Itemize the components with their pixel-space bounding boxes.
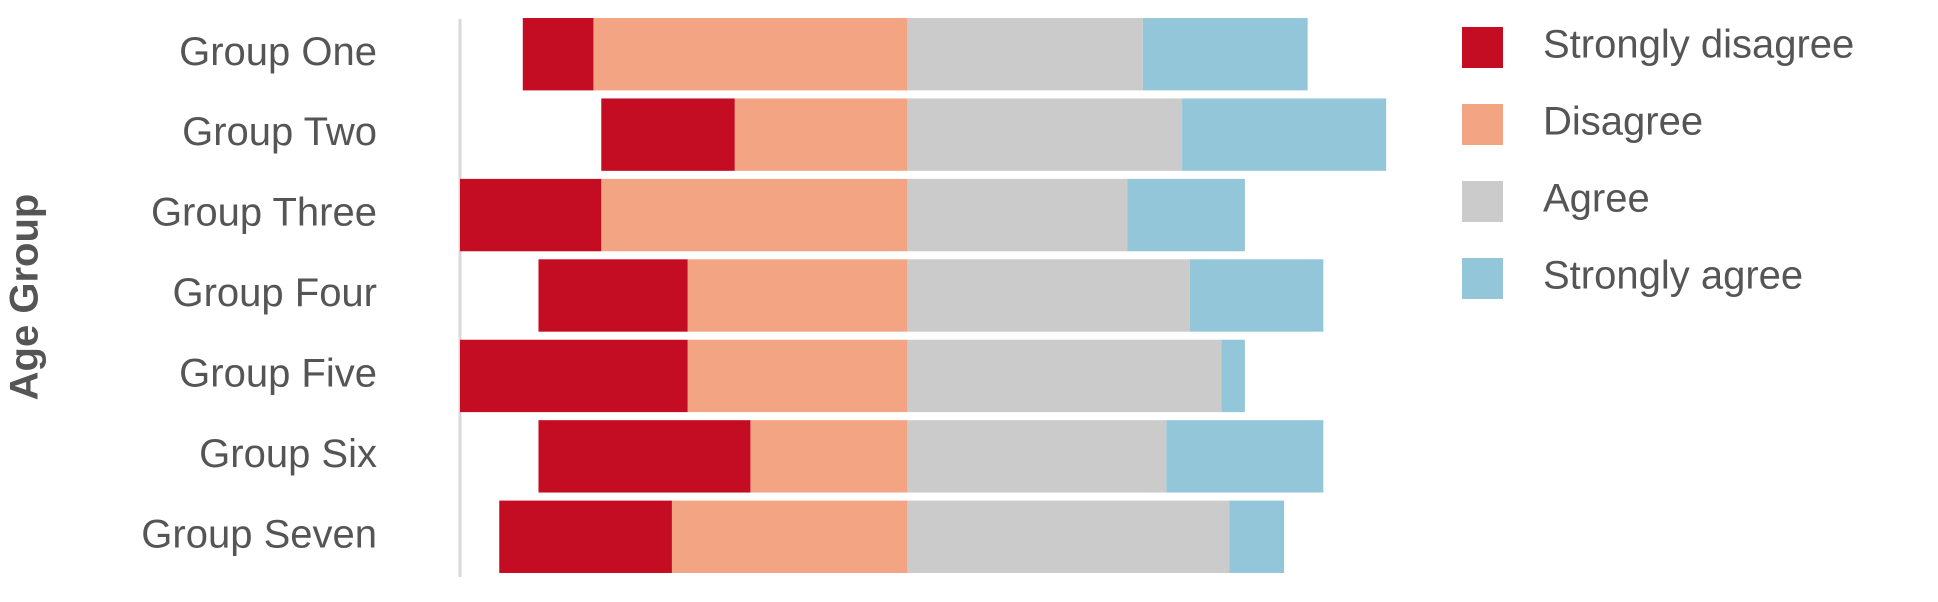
bar-segment <box>1229 500 1285 573</box>
legend-label: Strongly disagree <box>1543 23 1854 67</box>
legend-swatch <box>1462 181 1503 222</box>
bar-segment <box>687 339 908 413</box>
bar-segment <box>499 500 672 573</box>
bar-segment <box>1142 18 1308 91</box>
bar-segment <box>907 98 1183 171</box>
bar-segment <box>907 178 1128 252</box>
bar-segment <box>538 420 751 493</box>
legend-label: Disagree <box>1543 100 1703 144</box>
bar-segment <box>1166 420 1324 493</box>
y-tick-label: Group Four <box>172 271 377 315</box>
y-axis-title: Age Group <box>3 194 47 401</box>
y-tick-label: Group Two <box>182 110 377 154</box>
bar-segment <box>601 178 908 252</box>
bar-segment <box>460 339 688 413</box>
legend-swatch <box>1462 27 1503 68</box>
bar-segment <box>1189 259 1324 332</box>
bar-segment <box>734 98 908 171</box>
legend-swatch <box>1462 258 1503 299</box>
bar-segment <box>1182 98 1387 171</box>
legend-label: Agree <box>1543 177 1650 221</box>
y-tick-label: Group Seven <box>141 512 377 556</box>
y-tick-label: Group Three <box>151 191 377 235</box>
bar-segment <box>538 259 688 332</box>
bar-segment <box>907 339 1222 413</box>
bar-segment <box>671 500 908 573</box>
y-tick-label: Group Five <box>179 351 377 395</box>
bar-segment <box>907 500 1230 573</box>
bar-segment <box>907 420 1167 493</box>
bar-segment <box>460 178 602 252</box>
bar-segment <box>907 18 1143 91</box>
legend-swatch <box>1462 104 1503 145</box>
bar-segment <box>687 259 908 332</box>
bar-segment <box>1221 339 1245 413</box>
bar-segment <box>750 420 908 493</box>
bar-segment <box>522 18 594 91</box>
bar-segment <box>907 259 1190 332</box>
y-tick-label: Group Six <box>199 432 377 476</box>
bar-segment <box>601 98 735 171</box>
y-tick-label: Group One <box>179 30 377 74</box>
bar-segment <box>1127 178 1245 252</box>
legend-label: Strongly agree <box>1543 254 1803 298</box>
bar-segment <box>593 18 908 91</box>
